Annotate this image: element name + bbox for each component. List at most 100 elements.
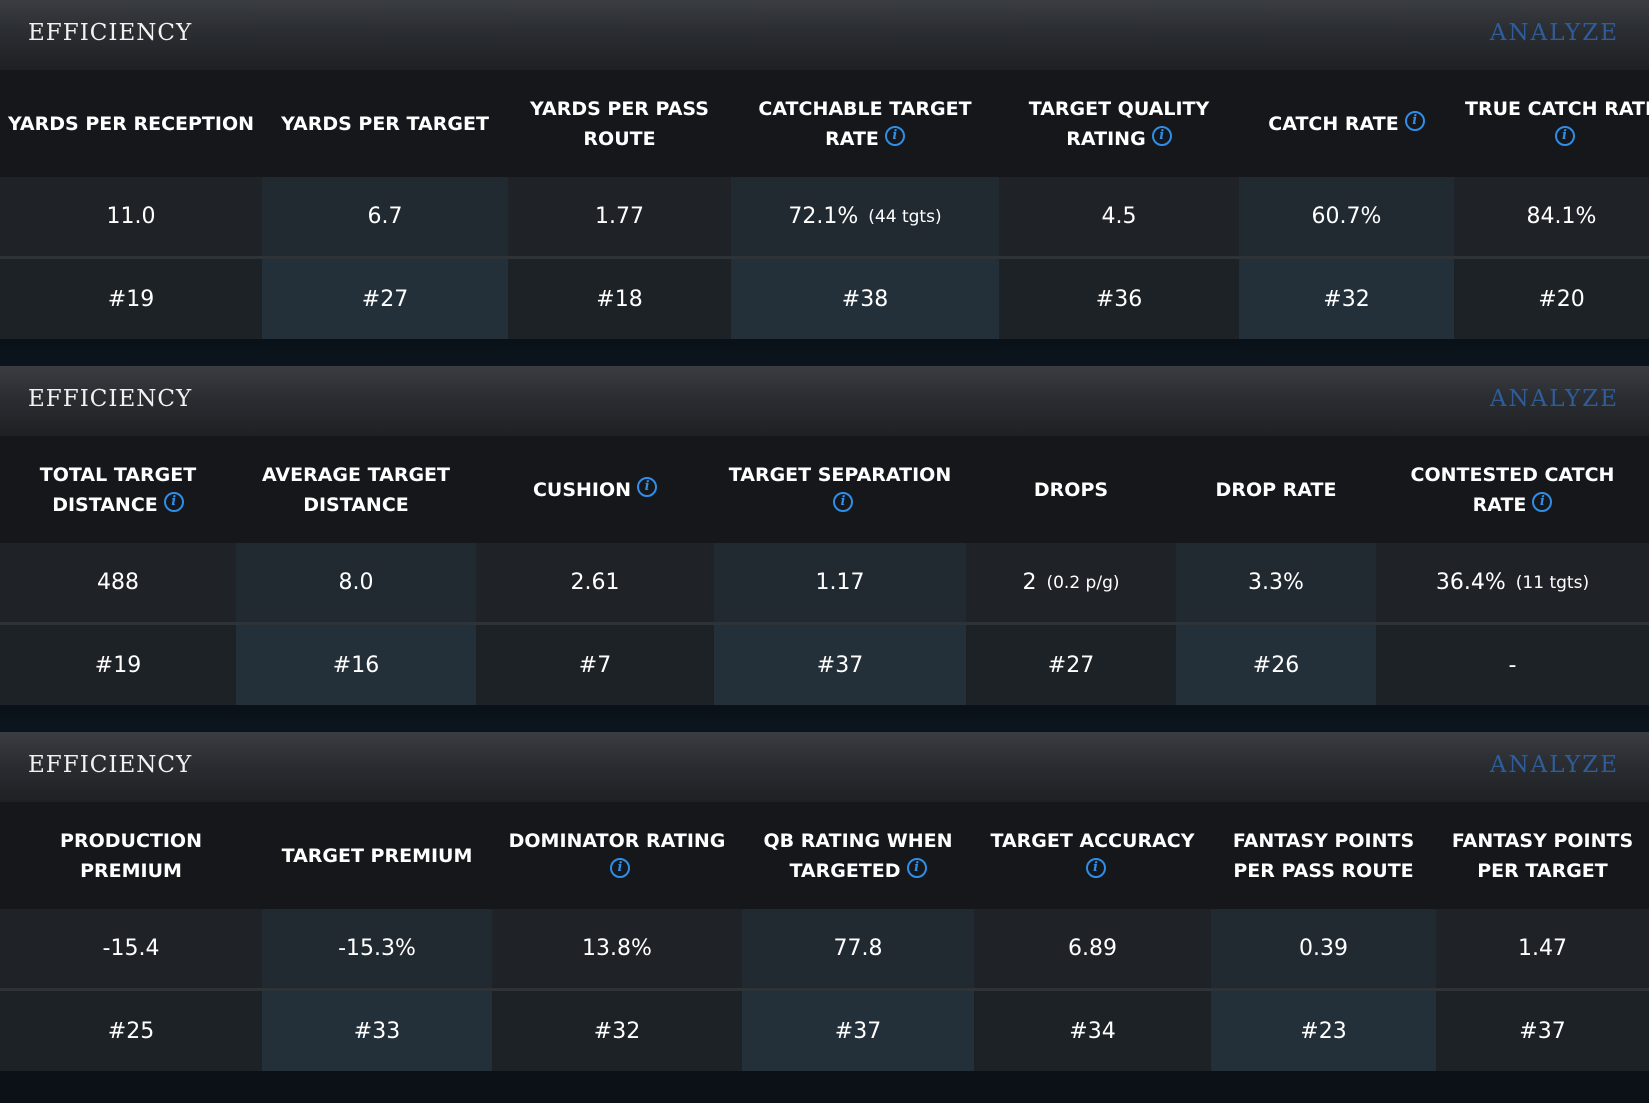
column-header: QB RATING WHEN TARGETED i <box>742 802 974 909</box>
column-header: YARDS PER RECEPTION <box>0 70 262 177</box>
info-icon[interactable]: i <box>833 491 853 512</box>
stat-value: -15.4 <box>102 936 160 961</box>
section-header: EFFICIENCY ANALYZE <box>0 0 1649 70</box>
info-icon[interactable]: i <box>1554 125 1575 146</box>
analyze-link[interactable]: ANALYZE <box>1489 752 1619 778</box>
stat-value: 488 <box>97 570 139 595</box>
stat-value: 36.4% <box>1435 570 1506 595</box>
stat-value-cell: 2.61 <box>476 543 714 625</box>
column-header-content: CUSHION i <box>532 475 658 505</box>
stat-rank: #38 <box>731 259 999 339</box>
column-header-label: TARGET SEPARATION <box>728 463 952 486</box>
stat-rank: #37 <box>714 625 966 705</box>
column-header-label: CUSHION <box>532 478 632 501</box>
stat-value-cell: 1.77 <box>508 177 731 259</box>
stat-value: 2.61 <box>570 570 620 595</box>
column-header-label: YARDS PER PASS ROUTE <box>530 97 709 150</box>
column-header-content: TARGET SEPARATION i <box>720 460 960 520</box>
stat-value-cell: 84.1% <box>1454 177 1649 259</box>
column-header-label: CATCHABLE TARGET RATE <box>758 97 972 150</box>
stat-value-cell: -15.3% <box>262 909 492 991</box>
column-header-label: CONTESTED CATCH RATE <box>1410 463 1615 516</box>
column-header-label: FANTASY POINTS PER PASS ROUTE <box>1232 829 1415 882</box>
stat-rank: #27 <box>966 625 1176 705</box>
column-header-content: FANTASY POINTS PER PASS ROUTE <box>1217 826 1430 886</box>
column-header: CATCH RATE i <box>1239 70 1454 177</box>
stat-value: 84.1% <box>1526 204 1597 229</box>
column-header-content: TARGET QUALITY RATING i <box>1005 94 1233 154</box>
column-header: TARGET SEPARATION i <box>714 436 966 543</box>
info-icon[interactable]: i <box>610 857 630 878</box>
stat-subvalue: (44 tgts) <box>868 206 942 227</box>
stats-table: PRODUCTION PREMIUM TARGET PREMIUM DOMINATO… <box>0 802 1649 1071</box>
column-header-label: DROP RATE <box>1215 478 1337 501</box>
column-header-label: TARGET ACCURACY <box>990 829 1195 852</box>
stat-value-cell: 0.39 <box>1211 909 1436 991</box>
column-header-content: TARGET PREMIUM <box>282 841 473 871</box>
stat-rank: #26 <box>1176 625 1376 705</box>
column-header-label: AVERAGE TARGET DISTANCE <box>262 463 450 516</box>
info-icon[interactable]: i <box>906 857 927 878</box>
info-icon[interactable]: i <box>1085 857 1106 878</box>
stat-value: 2 <box>1022 570 1037 595</box>
stat-value: 1.77 <box>595 204 644 229</box>
stat-value-cell: 77.8 <box>742 909 974 991</box>
stat-value-cell: 11.0 <box>0 177 262 259</box>
stat-rank: #19 <box>0 625 236 705</box>
column-header-label: FANTASY POINTS PER TARGET <box>1451 829 1634 882</box>
section-title: EFFICIENCY <box>28 20 193 46</box>
column-header: TRUE CATCH RATE i <box>1454 70 1649 177</box>
section-title: EFFICIENCY <box>28 386 193 412</box>
column-header: FANTASY POINTS PER PASS ROUTE <box>1211 802 1436 909</box>
stat-value-cell: -15.4 <box>0 909 262 991</box>
info-icon[interactable]: i <box>1404 110 1425 131</box>
stat-value: 13.8% <box>582 936 652 961</box>
stat-value: 77.8 <box>833 936 883 961</box>
efficiency-section-1: EFFICIENCY ANALYZE YARDS PER RECEPTION YARD… <box>0 0 1649 339</box>
stats-table: YARDS PER RECEPTION YARDS PER TARGET YARDS… <box>0 70 1649 339</box>
column-header: DROP RATE <box>1176 436 1376 543</box>
stat-rank: #16 <box>236 625 476 705</box>
info-icon[interactable]: i <box>884 125 905 146</box>
stat-rank: - <box>1376 625 1649 705</box>
stat-subvalue: (0.2 p/g) <box>1046 572 1120 593</box>
column-header-content: DROP RATE <box>1216 475 1337 505</box>
column-header-label: QB RATING WHEN TARGETED <box>763 829 953 882</box>
column-header: CONTESTED CATCH RATE i <box>1376 436 1649 543</box>
stat-subvalue: (11 tgts) <box>1515 572 1590 593</box>
stat-rank: #37 <box>1436 991 1649 1071</box>
analyze-link[interactable]: ANALYZE <box>1489 20 1619 46</box>
stat-rank: #27 <box>262 259 508 339</box>
stat-value-cell: 3.3% <box>1176 543 1376 625</box>
stat-rank: #23 <box>1211 991 1436 1071</box>
stat-value-cell: 6.89 <box>974 909 1211 991</box>
info-icon[interactable]: i <box>637 476 658 497</box>
stat-value: 6.89 <box>1068 936 1117 961</box>
stat-value: 1.17 <box>815 570 865 595</box>
column-header-content: TARGET ACCURACY i <box>980 826 1205 886</box>
column-header-label: TRUE CATCH RATE <box>1464 97 1649 120</box>
column-header: PRODUCTION PREMIUM <box>0 802 262 909</box>
analyze-link[interactable]: ANALYZE <box>1489 386 1619 412</box>
info-icon[interactable]: i <box>1532 491 1553 512</box>
stats-table: TOTAL TARGET DISTANCE i AVERAGE TARGET DIS… <box>0 436 1649 705</box>
efficiency-section-3: EFFICIENCY ANALYZE PRODUCTION PREMIUM TARGE… <box>0 732 1649 1071</box>
stat-rank: #34 <box>974 991 1211 1071</box>
column-header-content: AVERAGE TARGET DISTANCE <box>242 460 470 520</box>
column-header: TARGET PREMIUM <box>262 802 492 909</box>
info-icon[interactable]: i <box>163 491 184 512</box>
section-header: EFFICIENCY ANALYZE <box>0 366 1649 436</box>
column-header: AVERAGE TARGET DISTANCE <box>236 436 476 543</box>
stat-rank: #33 <box>262 991 492 1071</box>
stat-value-cell: 4.5 <box>999 177 1239 259</box>
info-icon[interactable]: i <box>1151 125 1172 146</box>
column-header: FANTASY POINTS PER TARGET <box>1436 802 1649 909</box>
column-header-content: TRUE CATCH RATE i <box>1460 94 1649 154</box>
stat-value: -15.3% <box>338 936 416 961</box>
column-header: TARGET ACCURACY i <box>974 802 1211 909</box>
stat-value-cell: 8.0 <box>236 543 476 625</box>
column-header-label: YARDS PER TARGET <box>281 112 489 135</box>
stat-value: 3.3% <box>1248 570 1304 595</box>
stat-value-cell: 1.47 <box>1436 909 1649 991</box>
column-header-content: YARDS PER RECEPTION <box>8 109 254 139</box>
